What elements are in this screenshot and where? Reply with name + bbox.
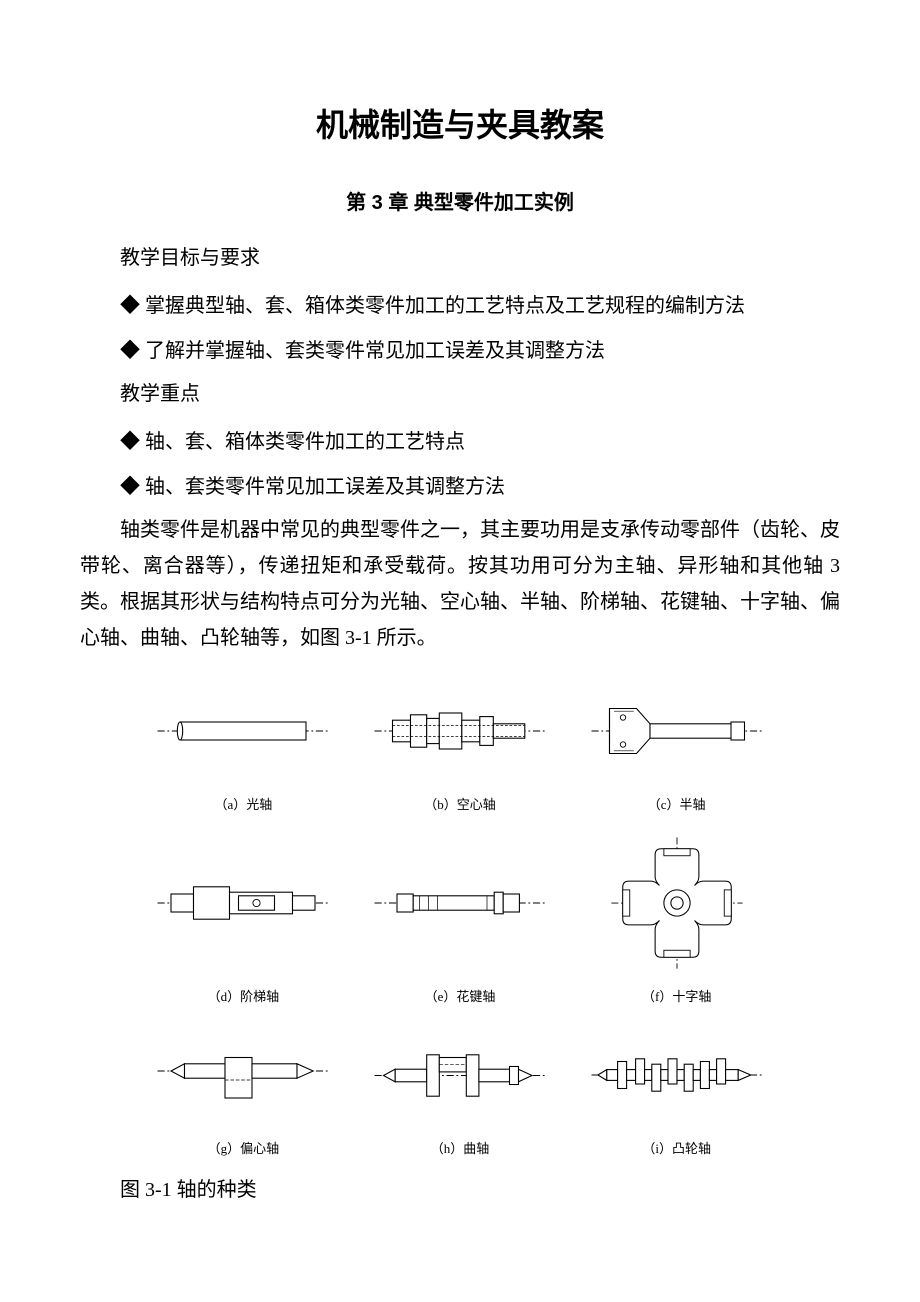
figure-cell-d: （d）阶梯轴 [140, 828, 347, 1005]
sublabel-b: （b）空心轴 [424, 794, 496, 813]
shaft-diagram-f [607, 833, 747, 973]
sublabel-f: （f）十字轴 [642, 986, 711, 1005]
figure-cell-c: （c）半轴 [573, 676, 780, 813]
sublabel-c: （c）半轴 [648, 794, 706, 813]
body-paragraph: 轴类零件是机器中常见的典型零件之一，其主要功用是支承传动零部件（齿轮、皮带轮、离… [80, 512, 840, 656]
shaft-diagram-h [370, 1044, 550, 1107]
figure-cell-a: （a）光轴 [140, 676, 347, 813]
goal-item: ◆ 掌握典型轴、套、箱体类零件加工的工艺特点及工艺规程的编制方法 [80, 286, 840, 326]
shaft-diagram-a [153, 704, 333, 758]
figure-cell-h: （h）曲轴 [357, 1020, 564, 1157]
figure-caption: 图 3-1 轴的种类 [80, 1172, 840, 1208]
figure-cell-g: （g）偏心轴 [140, 1020, 347, 1157]
shaft-diagram-d [153, 867, 333, 939]
figure-grid: （a）光轴 （b）空心轴 [140, 676, 780, 1157]
shaft-diagram-i [587, 1048, 767, 1102]
goals-heading: 教学目标与要求 [80, 240, 840, 276]
figure-3-1: （a）光轴 （b）空心轴 [140, 676, 780, 1157]
sublabel-g: （g）偏心轴 [208, 1138, 280, 1157]
focus-item: ◆ 轴、套类零件常见加工误差及其调整方法 [80, 467, 840, 507]
shaft-diagram-e [370, 876, 550, 930]
shaft-diagram-b [370, 704, 550, 758]
shaft-diagram-c [587, 695, 767, 767]
sublabel-a: （a）光轴 [214, 794, 272, 813]
chapter-title: 第 3 章 典型零件加工实例 [80, 186, 840, 215]
sublabel-d: （d）阶梯轴 [208, 986, 280, 1005]
sublabel-h: （h）曲轴 [431, 1138, 490, 1157]
focus-heading: 教学重点 [80, 376, 840, 412]
sublabel-e: （e）花键轴 [425, 986, 496, 1005]
figure-cell-e: （e）花键轴 [357, 828, 564, 1005]
figure-cell-f: （f）十字轴 [573, 828, 780, 1005]
document-title: 机械制造与夹具教案 [80, 100, 840, 146]
sublabel-i: （i）凸轮轴 [642, 1138, 711, 1157]
goal-item: ◆ 了解并掌握轴、套类零件常见加工误差及其调整方法 [80, 331, 840, 371]
figure-cell-b: （b）空心轴 [357, 676, 564, 813]
figure-cell-i: （i）凸轮轴 [573, 1020, 780, 1157]
focus-item: ◆ 轴、套、箱体类零件加工的工艺特点 [80, 422, 840, 462]
shaft-diagram-g [153, 1044, 333, 1107]
